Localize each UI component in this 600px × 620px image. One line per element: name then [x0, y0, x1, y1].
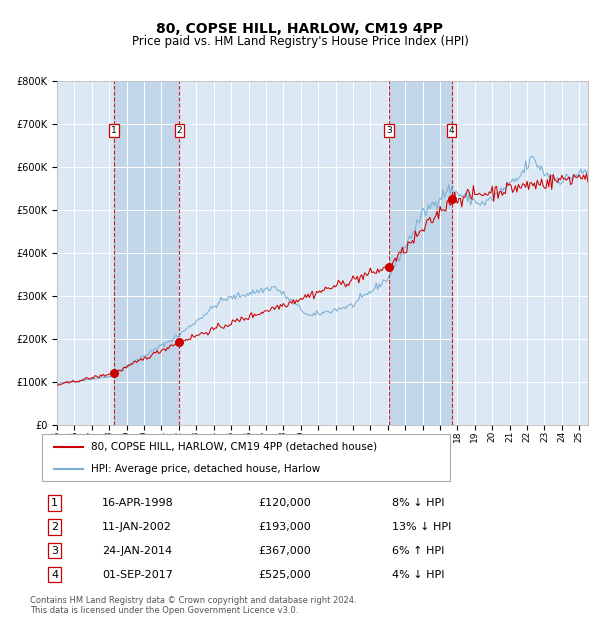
Text: 80, COPSE HILL, HARLOW, CM19 4PP: 80, COPSE HILL, HARLOW, CM19 4PP [157, 22, 443, 36]
Text: £120,000: £120,000 [259, 498, 311, 508]
Text: Price paid vs. HM Land Registry's House Price Index (HPI): Price paid vs. HM Land Registry's House … [131, 35, 469, 48]
Text: 8% ↓ HPI: 8% ↓ HPI [392, 498, 445, 508]
Text: Contains HM Land Registry data © Crown copyright and database right 2024.: Contains HM Land Registry data © Crown c… [30, 596, 356, 604]
Text: 4: 4 [449, 126, 454, 135]
Text: HPI: Average price, detached house, Harlow: HPI: Average price, detached house, Harl… [91, 464, 320, 474]
Text: 4% ↓ HPI: 4% ↓ HPI [392, 570, 445, 580]
Text: 1: 1 [112, 126, 117, 135]
Text: £193,000: £193,000 [259, 522, 311, 532]
Text: 1: 1 [51, 498, 58, 508]
FancyBboxPatch shape [42, 434, 450, 481]
Text: £367,000: £367,000 [259, 546, 311, 556]
Text: 24-JAN-2014: 24-JAN-2014 [102, 546, 172, 556]
Bar [389, 81, 452, 425]
Text: 80, COPSE HILL, HARLOW, CM19 4PP (detached house): 80, COPSE HILL, HARLOW, CM19 4PP (detach… [91, 441, 377, 451]
Bar [114, 81, 179, 425]
Text: 01-SEP-2017: 01-SEP-2017 [102, 570, 173, 580]
Text: 6% ↑ HPI: 6% ↑ HPI [392, 546, 445, 556]
Text: 3: 3 [386, 126, 392, 135]
Text: 2: 2 [176, 126, 182, 135]
Text: 16-APR-1998: 16-APR-1998 [102, 498, 174, 508]
Text: This data is licensed under the Open Government Licence v3.0.: This data is licensed under the Open Gov… [30, 606, 298, 614]
Text: £525,000: £525,000 [259, 570, 311, 580]
Text: 3: 3 [51, 546, 58, 556]
Text: 2: 2 [51, 522, 58, 532]
Text: 4: 4 [51, 570, 58, 580]
Text: 11-JAN-2002: 11-JAN-2002 [102, 522, 172, 532]
Text: 13% ↓ HPI: 13% ↓ HPI [392, 522, 452, 532]
